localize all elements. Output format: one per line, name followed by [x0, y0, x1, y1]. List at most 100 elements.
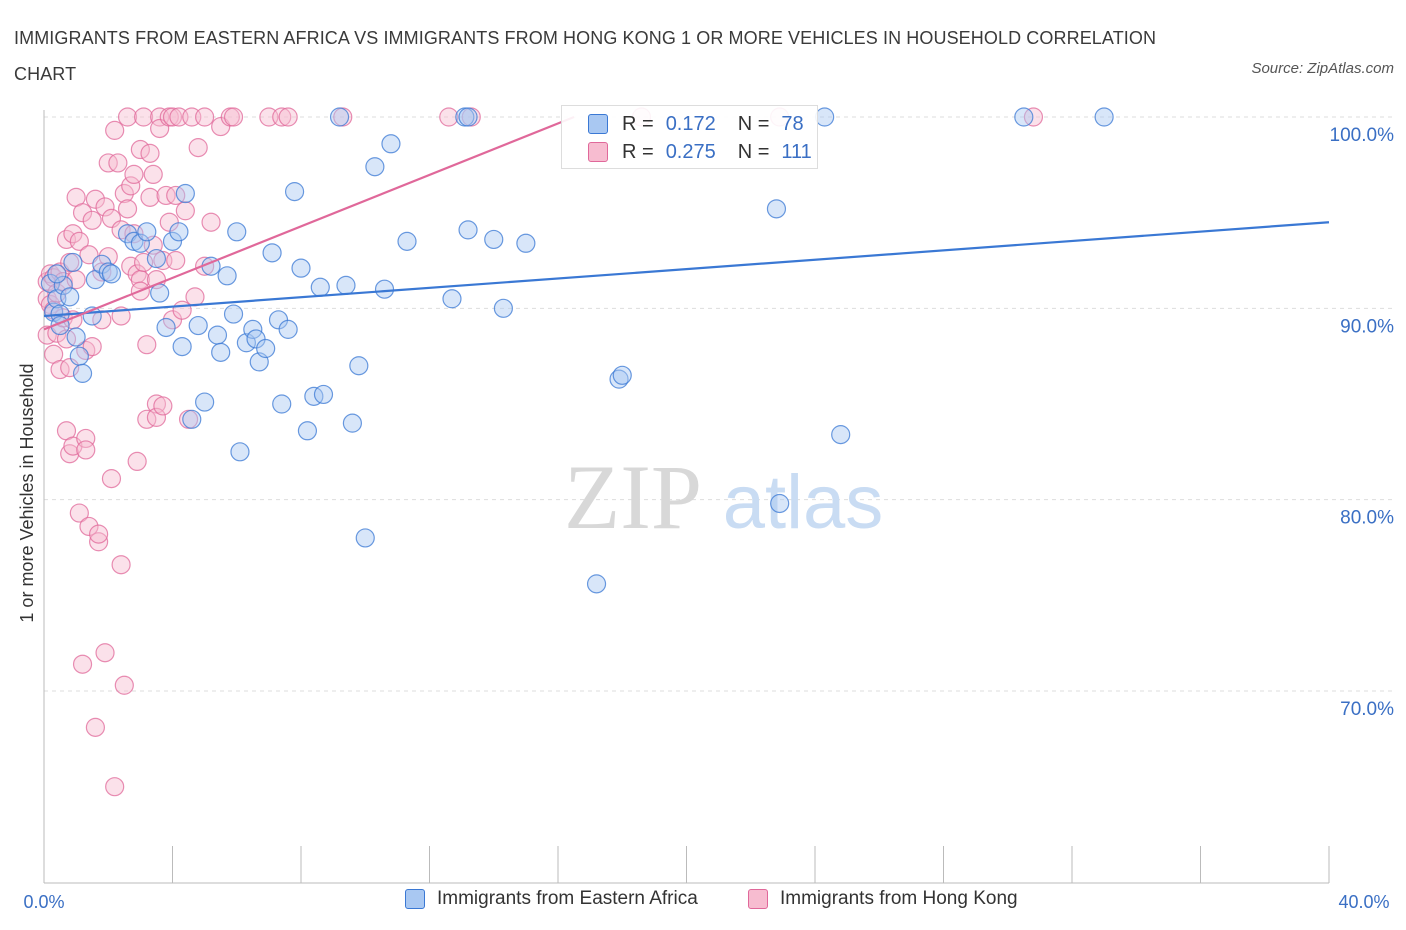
- point-eastern-africa: [172, 337, 192, 357]
- point-hong-kong: [156, 185, 176, 206]
- point-eastern-africa: [313, 384, 334, 405]
- stats-n-value: 111: [781, 140, 812, 163]
- point-hong-kong: [105, 777, 125, 797]
- point-eastern-africa: [442, 289, 462, 309]
- point-eastern-africa: [291, 258, 311, 278]
- point-hong-kong: [195, 107, 215, 127]
- chart-title: IMMIGRANTS FROM EASTERN AFRICA VS IMMIGR…: [14, 28, 1157, 84]
- grid-lines: [44, 116, 1392, 692]
- legend-swatch-blue: [405, 889, 425, 909]
- point-hong-kong: [153, 396, 173, 416]
- point-hong-kong: [69, 503, 89, 523]
- y-tick-labels: 70.0% 80.0% 90.0% 100.0%: [1330, 125, 1395, 720]
- point-eastern-africa: [458, 107, 478, 127]
- point-eastern-africa: [162, 231, 183, 251]
- point-hong-kong: [439, 107, 459, 127]
- point-eastern-africa: [484, 229, 504, 250]
- watermark: ZIP atlas: [564, 446, 883, 548]
- stats-n-value: 78: [781, 112, 804, 135]
- point-hong-kong: [121, 256, 141, 276]
- point-hong-kong: [85, 189, 106, 209]
- point-eastern-africa: [586, 574, 607, 594]
- point-hong-kong: [188, 138, 208, 158]
- point-hong-kong: [172, 300, 192, 320]
- chart-source: Source: ZipAtlas.com: [1251, 60, 1394, 77]
- point-hong-kong: [101, 469, 122, 489]
- legend-label: Immigrants from Eastern Africa: [437, 888, 698, 909]
- point-eastern-africa: [63, 252, 83, 273]
- point-eastern-africa: [98, 262, 118, 282]
- point-eastern-africa: [310, 277, 330, 297]
- series-eastern-africa-points: [40, 107, 1114, 594]
- x-tick-label-max: 40.0%: [1338, 892, 1389, 912]
- point-hong-kong: [133, 107, 154, 127]
- legend-item-eastern-africa[interactable]: Immigrants from Eastern Africa: [405, 888, 698, 910]
- point-hong-kong: [79, 516, 99, 537]
- point-hong-kong: [143, 164, 163, 184]
- point-hong-kong: [79, 245, 99, 265]
- x-ticks: [43, 846, 1330, 883]
- point-eastern-africa: [117, 224, 138, 244]
- point-hong-kong: [272, 107, 292, 127]
- point-eastern-africa: [130, 233, 150, 253]
- point-eastern-africa: [227, 222, 247, 242]
- trend-line-hong-kong: [43, 115, 575, 331]
- legend-item-hong-kong[interactable]: Immigrants from Hong Kong: [748, 888, 1018, 910]
- point-eastern-africa: [297, 421, 318, 441]
- point-hong-kong: [95, 643, 115, 663]
- point-hong-kong: [124, 164, 144, 184]
- point-hong-kong: [72, 654, 93, 674]
- stats-row-hong-kong: R = 0.275 N = 111: [562, 138, 812, 166]
- point-eastern-africa: [815, 107, 835, 127]
- stats-r-label: R =: [622, 140, 654, 163]
- stats-swatch-pink: [588, 142, 608, 162]
- point-eastern-africa: [329, 107, 350, 127]
- point-eastern-africa: [304, 386, 324, 406]
- point-eastern-africa: [60, 287, 80, 307]
- point-eastern-africa: [195, 392, 215, 412]
- point-eastern-africa: [211, 342, 231, 362]
- point-hong-kong: [140, 187, 160, 207]
- point-eastern-africa: [53, 275, 73, 295]
- point-eastern-africa: [137, 222, 157, 242]
- point-hong-kong: [166, 250, 186, 271]
- point-hong-kong: [95, 197, 115, 217]
- y-axis-label: 1 or more Vehicles in Household: [17, 363, 37, 622]
- point-hong-kong: [133, 252, 154, 273]
- point-hong-kong: [98, 153, 118, 173]
- stats-legend: R = 0.172 N = 78 R = 0.275 N = 111: [561, 105, 818, 169]
- y-tick-label: 90.0%: [1340, 316, 1394, 337]
- series-hong-kong-points: [37, 107, 1044, 797]
- stats-swatch-blue: [588, 114, 608, 134]
- point-eastern-africa: [770, 493, 790, 514]
- point-hong-kong: [195, 256, 215, 276]
- point-hong-kong: [166, 185, 186, 206]
- point-hong-kong: [1023, 107, 1044, 127]
- point-eastern-africa: [156, 317, 176, 338]
- point-eastern-africa: [230, 442, 250, 462]
- point-hong-kong: [146, 407, 167, 427]
- point-hong-kong: [185, 287, 205, 307]
- point-eastern-africa: [217, 266, 237, 286]
- point-eastern-africa: [262, 243, 282, 263]
- point-eastern-africa: [1014, 107, 1034, 127]
- point-eastern-africa: [188, 315, 208, 336]
- point-hong-kong: [121, 176, 141, 196]
- point-hong-kong: [137, 335, 157, 355]
- stats-r-value: 0.172: [665, 112, 716, 135]
- bottom-legend: Immigrants from Eastern Africa Immigrant…: [0, 888, 1406, 916]
- point-eastern-africa: [182, 409, 202, 429]
- point-eastern-africa: [1094, 107, 1114, 127]
- point-eastern-africa: [342, 413, 362, 433]
- point-hong-kong: [278, 107, 298, 127]
- point-hong-kong: [72, 203, 93, 223]
- point-eastern-africa: [831, 425, 851, 445]
- point-hong-kong: [114, 183, 134, 204]
- point-hong-kong: [89, 532, 109, 552]
- stats-n-label: N =: [737, 140, 770, 163]
- point-hong-kong: [82, 337, 102, 357]
- point-eastern-africa: [349, 356, 369, 376]
- point-hong-kong: [175, 201, 195, 221]
- point-hong-kong: [76, 440, 96, 460]
